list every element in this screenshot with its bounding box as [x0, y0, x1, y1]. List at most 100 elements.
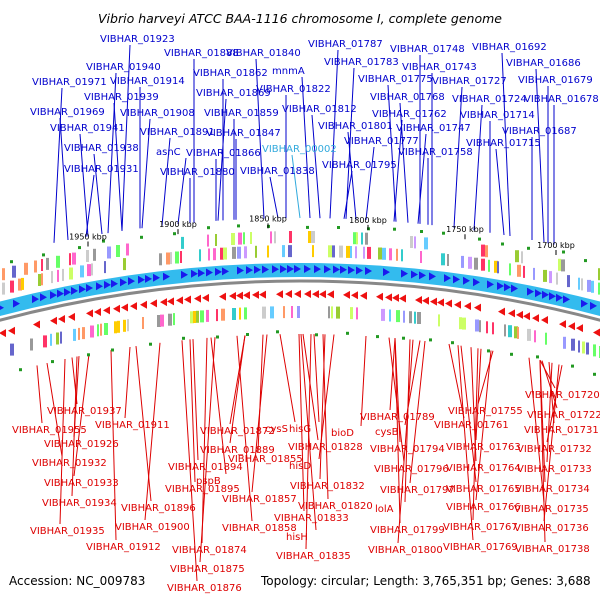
reverse-gene-label: VIBHAR_01889: [200, 445, 275, 456]
reverse-gene-label: VIBHAR_01858: [222, 523, 297, 534]
reverse-gene-arrow: [523, 312, 530, 321]
forward-gene-label: VIBHAR_01758: [398, 147, 473, 158]
forward-cog-bar: [87, 264, 91, 277]
forward-gene-label: VIBHAR_01747: [396, 123, 471, 134]
forward-leader-line: [393, 119, 403, 222]
reverse-gene-label: VIBHAR_01734: [515, 484, 590, 495]
forward-gene-arrow: [463, 276, 470, 285]
reverse-gene-arrow: [437, 298, 444, 307]
reverse-cog-bar: [396, 310, 400, 323]
forward-cog-bar: [556, 272, 558, 285]
reverse-leader-line: [394, 338, 401, 524]
forward-leader-line: [107, 72, 117, 234]
forward-gene-label: VIBHAR_01777: [344, 136, 419, 147]
skew-dot: [393, 227, 396, 231]
reverse-gene-label: cysB: [375, 427, 399, 438]
forward-gene-arrow: [64, 288, 71, 297]
forward-gene-label: VIBHAR_01714: [460, 110, 535, 121]
forward-leader-line: [291, 154, 301, 219]
reverse-gene-label: VIBHAR_01731: [524, 425, 599, 436]
forward-gene-label: VIBHAR_01715: [466, 138, 541, 149]
reverse-gene-label: VIBHAR_01766: [446, 502, 521, 513]
reverse-cog-bar: [545, 332, 547, 345]
forward-gene-arrow: [324, 265, 331, 274]
skew-dot: [10, 260, 13, 264]
forward-cog-bar: [355, 246, 357, 259]
kbp-tick-label: 1850 kbp: [249, 214, 287, 223]
skew-dot: [487, 349, 490, 353]
reverse-cog-bar: [563, 336, 566, 349]
forward-gene-arrow: [237, 266, 244, 275]
forward-gene-label: VIBHAR_01923: [100, 34, 175, 45]
forward-gene-arrow: [333, 265, 340, 274]
reverse-cog-bar: [193, 311, 196, 323]
reverse-gene-arrow: [312, 290, 319, 299]
forward-gene-arrow: [222, 267, 229, 276]
forward-leader-line: [453, 86, 463, 228]
outer-feature-colors: [2, 231, 600, 281]
outer-cog-bar: [250, 232, 252, 244]
forward-leader-line: [141, 118, 151, 229]
reverse-gene-arrow: [343, 290, 350, 299]
reverse-gene-arrow: [33, 320, 40, 329]
outer-cog-bar: [215, 234, 217, 246]
reverse-gene-label: VIBHAR_01832: [290, 481, 365, 492]
reverse-gene-label: VIBHAR_01911: [95, 420, 170, 431]
outer-cog-bar: [270, 231, 272, 244]
forward-gene-label: VIBHAR_01787: [308, 39, 383, 50]
skew-dot: [149, 342, 152, 346]
outer-cog-bar: [41, 259, 43, 271]
forward-gene-arrow: [511, 284, 518, 293]
outer-cog-bar: [86, 250, 89, 262]
forward-gene-arrow: [40, 293, 47, 302]
forward-cog-bar: [175, 251, 179, 264]
reverse-cog-bar: [160, 314, 164, 327]
reverse-cog-bar: [328, 306, 330, 319]
forward-cog-bar: [396, 248, 398, 261]
skew-dot: [593, 372, 596, 376]
forward-gene-label: VIBHAR_01727: [432, 76, 507, 87]
reverse-cog-bar: [414, 311, 416, 324]
forward-gene-arrow: [138, 275, 145, 284]
forward-leader-line: [255, 58, 265, 219]
reverse-gene-label: VIBHAR_01875: [170, 564, 245, 575]
outer-cog-bar: [289, 231, 292, 243]
forward-gene-label: VIBHAR_01748: [390, 44, 465, 55]
forward-gene-arrow: [198, 269, 205, 278]
forward-leader-line: [269, 176, 279, 219]
reverse-cog-bar: [206, 309, 209, 322]
reverse-leader-line: [257, 334, 264, 453]
forward-cog-bar: [474, 257, 478, 270]
forward-gene-arrow: [280, 265, 287, 274]
forward-gene-label: VIBHAR_01768: [370, 92, 445, 103]
forward-gene-arrow: [206, 268, 213, 277]
reverse-gene-arrow: [430, 297, 437, 306]
reverse-leader-line: [472, 348, 479, 521]
reverse-leader-line: [201, 337, 208, 544]
reverse-leader-line: [236, 335, 253, 522]
reverse-gene-label: VIBHAR_01755: [448, 406, 523, 417]
forward-gene-label: VIBHAR_01795: [322, 160, 397, 171]
skew-dot: [584, 259, 587, 263]
forward-gene-arrow: [487, 280, 494, 289]
forward-gene-label: VIBHAR_01866: [186, 148, 261, 159]
reverse-gene-arrow: [236, 291, 243, 300]
reverse-cog-bar: [262, 306, 266, 319]
forward-gene-arrow: [32, 295, 39, 304]
forward-cog-bar: [339, 245, 343, 258]
forward-cog-bar: [328, 245, 332, 258]
forward-gene-label: VIBHAR_01940: [86, 62, 161, 73]
reverse-cog-bar: [168, 313, 172, 326]
reverse-cog-bar: [127, 319, 129, 332]
reverse-gene-arrow: [498, 307, 505, 316]
reverse-leader-line: [541, 360, 558, 409]
kbp-tick-label: 1950 kbp: [69, 233, 107, 242]
forward-gene-label: VIBHAR_01678: [524, 94, 599, 105]
reverse-gene-arrow: [360, 291, 367, 300]
forward-cog-bar: [447, 254, 449, 266]
reverse-cog-bar: [100, 323, 102, 336]
outer-cog-bar: [353, 232, 357, 245]
genome-summary-text: Topology: circular; Length: 3,765,351 bp…: [260, 574, 591, 588]
forward-gene-label: VIBHAR_01812: [282, 104, 357, 115]
reverse-cog-bar: [593, 344, 596, 357]
